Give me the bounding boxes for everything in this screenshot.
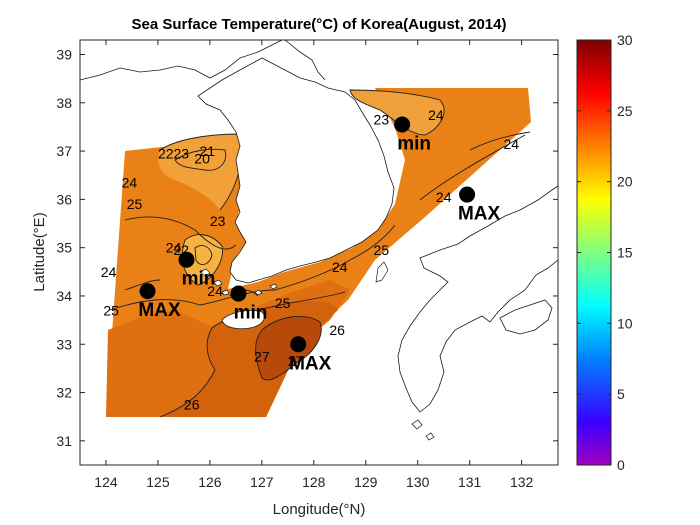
extrema-marker-dot — [290, 336, 307, 353]
max-label: MAX — [458, 204, 501, 225]
extrema-marker-dot — [178, 251, 195, 268]
x-tick-label: 126 — [198, 474, 222, 490]
x-tick-label: 129 — [354, 474, 378, 490]
y-tick-label: 31 — [56, 433, 72, 449]
contour-label: 24 — [207, 283, 223, 299]
contour-label: 20 — [194, 150, 210, 166]
y-tick-label: 37 — [56, 143, 72, 159]
contour-label: 24 — [166, 240, 182, 256]
contour-label: 23 — [210, 213, 226, 229]
contour-label: 24 — [101, 264, 117, 280]
sst-zone-27-plus — [255, 316, 322, 380]
contour-label: 24 — [436, 189, 452, 205]
x-tick-label: 128 — [302, 474, 326, 490]
tsushima-island — [375, 261, 389, 283]
contour-label: 25 — [103, 302, 119, 318]
map-content — [80, 40, 558, 441]
shikoku-island — [499, 299, 553, 335]
extrema-marker-dot — [394, 116, 411, 133]
contour-label: 25 — [275, 295, 291, 311]
china-coastline — [80, 40, 283, 81]
colorbar-tick-label: 20 — [617, 174, 633, 190]
sst-zone-cool-mid — [182, 234, 223, 285]
min-label: min — [182, 269, 216, 290]
x-tick-label: 125 — [146, 474, 170, 490]
max-label: MAX — [138, 300, 181, 321]
y-axis-label: Latitude(°E) — [31, 212, 48, 291]
colorbar-tick-label: 10 — [617, 315, 633, 331]
colorbar-tick-label: 30 — [617, 32, 633, 48]
y-tick-label: 35 — [56, 240, 72, 256]
contour-label: 24 — [503, 136, 519, 152]
y-tick-label: 33 — [56, 336, 72, 352]
y-tick-label: 38 — [56, 95, 72, 111]
x-tick-label: 124 — [94, 474, 118, 490]
y-axis-ticks: 31 32 33 34 35 36 37 38 39 — [56, 46, 558, 449]
extrema-marker-dot — [230, 285, 247, 302]
contour-label: 23 — [174, 145, 190, 161]
colorbar — [576, 39, 612, 466]
y-tick-label: 32 — [56, 385, 72, 401]
figure-title: Sea Surface Temperature(°C) of Korea(Aug… — [132, 16, 507, 33]
contour-label: 27 — [254, 348, 270, 364]
min-label: min — [397, 134, 431, 155]
x-tick-label: 131 — [458, 474, 482, 490]
contour-label: 24 — [122, 174, 138, 190]
korean-peninsula-land — [197, 57, 395, 284]
colorbar-ticks: 0 5 10 15 20 25 30 — [577, 32, 633, 473]
x-tick-label: 127 — [250, 474, 274, 490]
contour-lines — [109, 89, 531, 418]
x-tick-label: 132 — [510, 474, 534, 490]
korea-northeast-coast — [284, 40, 326, 81]
y-tick-label: 34 — [56, 288, 72, 304]
colorbar-tick-label: 15 — [617, 245, 633, 261]
x-axis-ticks: 124 125 126 127 128 129 130 131 132 — [94, 40, 534, 490]
japan-land — [397, 185, 558, 413]
extrema-marker-dot — [139, 283, 156, 300]
contour-label: 22 — [158, 145, 174, 161]
x-tick-label: 130 — [406, 474, 430, 490]
contour-label: 26 — [184, 397, 200, 413]
y-tick-label: 36 — [56, 191, 72, 207]
contour-label: 24 — [428, 107, 444, 123]
colorbar-tick-label: 25 — [617, 103, 633, 119]
extrema-marker-dot — [459, 186, 476, 203]
x-axis-label: Longitude(°N) — [273, 501, 366, 518]
contour-label: 23 — [374, 112, 390, 128]
y-tick-label: 39 — [56, 46, 72, 62]
jeju-island — [221, 310, 265, 330]
colorbar-tick-label: 0 — [617, 457, 625, 473]
min-label: min — [234, 303, 268, 324]
colorbar-tick-label: 5 — [617, 386, 625, 402]
sst-zone-cool-east — [350, 90, 445, 135]
contour-label: 24 — [332, 259, 348, 275]
contour-label: 25 — [127, 196, 143, 212]
sst-zone-cool-north — [158, 134, 242, 210]
contour-label: 26 — [329, 322, 345, 338]
contour-label: 21 — [200, 143, 216, 159]
southern-japan-islands — [411, 419, 435, 441]
contour-label: 25 — [374, 242, 390, 258]
southwest-islands — [199, 268, 278, 296]
max-label: MAX — [289, 353, 332, 374]
contour-label: 27 — [288, 353, 304, 369]
